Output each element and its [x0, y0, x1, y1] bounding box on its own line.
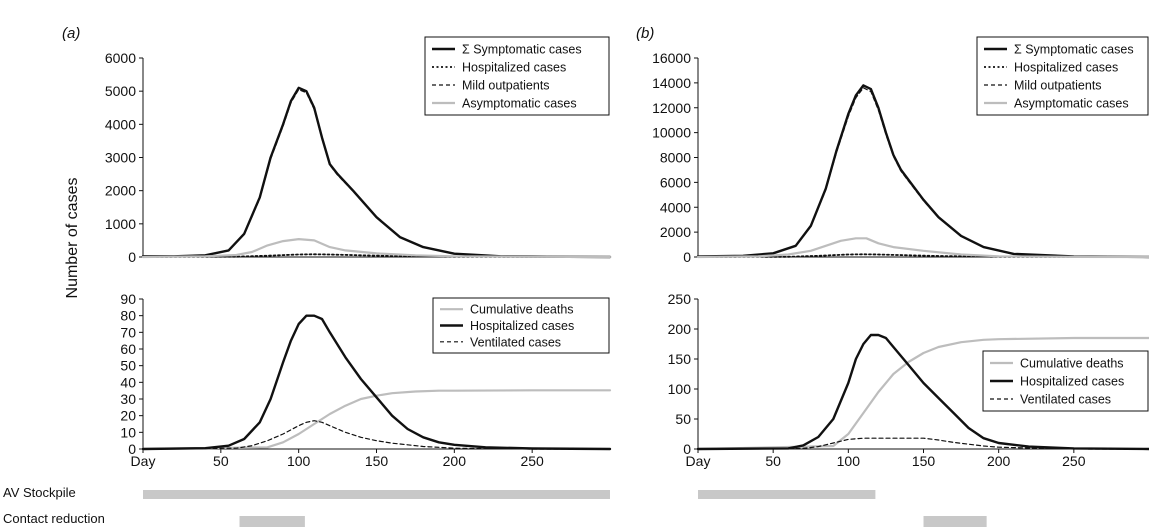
panel-label: (b)	[636, 25, 654, 42]
series-line-gray	[696, 237, 1149, 259]
y-tick-label: 80	[120, 308, 136, 324]
x-tick-label: 250	[520, 453, 544, 469]
series-line-bold	[141, 314, 612, 451]
x-tick-label: 150	[365, 453, 389, 469]
y-tick-label: 5000	[105, 83, 136, 99]
chart-a-top: 0 1000 2000 3000 4000 5000 6000 (a) Σ Symptomati…	[62, 25, 612, 265]
legend-label: Hospitalized cases	[1020, 375, 1124, 389]
y-tick-label: 2000	[105, 183, 136, 199]
series-line-dashed	[142, 88, 611, 258]
row-label-av-stockpile: AV Stockpile	[3, 485, 76, 500]
y-tick-label: 14000	[652, 75, 691, 91]
y-tick-label: 250	[668, 291, 692, 307]
series-line-dashed	[697, 437, 1149, 450]
y-tick-label: 90	[120, 291, 136, 307]
legend-box	[424, 36, 610, 116]
y-tick-label: 20	[120, 408, 136, 424]
series-line-dotted	[697, 253, 1149, 258]
y-tick-label: 12000	[652, 100, 691, 116]
legend-label: Ventilated cases	[1020, 393, 1111, 407]
panel-label: (a)	[62, 25, 80, 42]
y-tick-label: 10000	[652, 125, 691, 141]
y-tick-label: 0	[128, 249, 136, 265]
legend-label: Σ Symptomatic cases	[462, 43, 582, 57]
legend-label: Hospitalized cases	[462, 61, 566, 75]
y-tick-label: 0	[128, 441, 136, 457]
y-tick-label: 50	[675, 411, 691, 427]
y-tick-label: 2000	[660, 224, 691, 240]
y-tick-label: 4000	[105, 116, 136, 132]
x-tick-label: 50	[213, 453, 229, 469]
legend-label: Asymptomatic cases	[462, 97, 577, 111]
legend-label: Cumulative deaths	[1020, 357, 1124, 371]
y-tick-label: 60	[120, 341, 136, 357]
series-line-dashed	[142, 420, 611, 450]
x-tick-label: 100	[837, 453, 861, 469]
x-tick-label: 50	[765, 453, 781, 469]
y-tick-label: 100	[668, 381, 692, 397]
series-line-dashed	[697, 87, 1149, 258]
y-tick-label: 70	[120, 324, 136, 340]
legend-label: Ventilated cases	[470, 335, 561, 349]
legend-label: Hospitalized cases	[1014, 61, 1118, 75]
y-tick-label: 150	[668, 351, 692, 367]
y-tick-label: 6000	[660, 174, 691, 190]
y-tick-label: 3000	[105, 150, 136, 166]
x-tick-label: 150	[912, 453, 936, 469]
x-tick-label: 100	[287, 453, 311, 469]
y-tick-label: 6000	[105, 50, 136, 66]
series-line-gray	[696, 336, 1149, 451]
series-line-gray	[141, 238, 612, 259]
y-tick-label: 0	[683, 249, 691, 265]
series-line-bold	[696, 333, 1149, 451]
y-tick-label: 40	[120, 374, 136, 390]
y-tick-label: 50	[120, 358, 136, 374]
legend-label: Hospitalized cases	[470, 319, 574, 333]
series-line-gray	[141, 389, 612, 451]
intervention-bar-contact-reduction	[239, 516, 305, 527]
row-label-contact-reduction: Contact reduction	[3, 511, 105, 526]
y-tick-label: 30	[120, 391, 136, 407]
chart-b-bottom: 0 50 100 150 200 250 Day 50 100 150 200 250 Cumulati…	[668, 291, 1149, 469]
y-tick-label: 4000	[660, 199, 691, 215]
y-tick-label: 8000	[660, 150, 691, 166]
intervention-bar-av-stockpile	[698, 490, 876, 499]
x-tick-label: 250	[1062, 453, 1086, 469]
chart-b-top: 0 2000 4000 6000 8000 10000 12000 14000 16000 (b)…	[636, 25, 1149, 265]
y-axis-label: Number of cases	[64, 178, 81, 299]
y-tick-label: 10	[120, 424, 136, 440]
x-tick-label: Day	[686, 453, 711, 469]
x-tick-label: Day	[131, 453, 156, 469]
y-tick-label: 0	[683, 441, 691, 457]
y-tick-label: 200	[668, 321, 692, 337]
x-tick-label: 200	[987, 453, 1011, 469]
y-tick-label: 16000	[652, 50, 691, 66]
intervention-bar-contact-reduction	[923, 516, 987, 527]
intervention-bar-av-stockpile	[143, 490, 610, 499]
y-tick-label: 1000	[105, 216, 136, 232]
legend-label: Σ Symptomatic cases	[1014, 43, 1134, 57]
legend-label: Mild outpatients	[1014, 79, 1102, 93]
x-tick-label: 200	[443, 453, 467, 469]
legend-label: Cumulative deaths	[470, 303, 574, 317]
legend-label: Asymptomatic cases	[1014, 97, 1129, 111]
legend-label: Mild outpatients	[462, 79, 550, 93]
